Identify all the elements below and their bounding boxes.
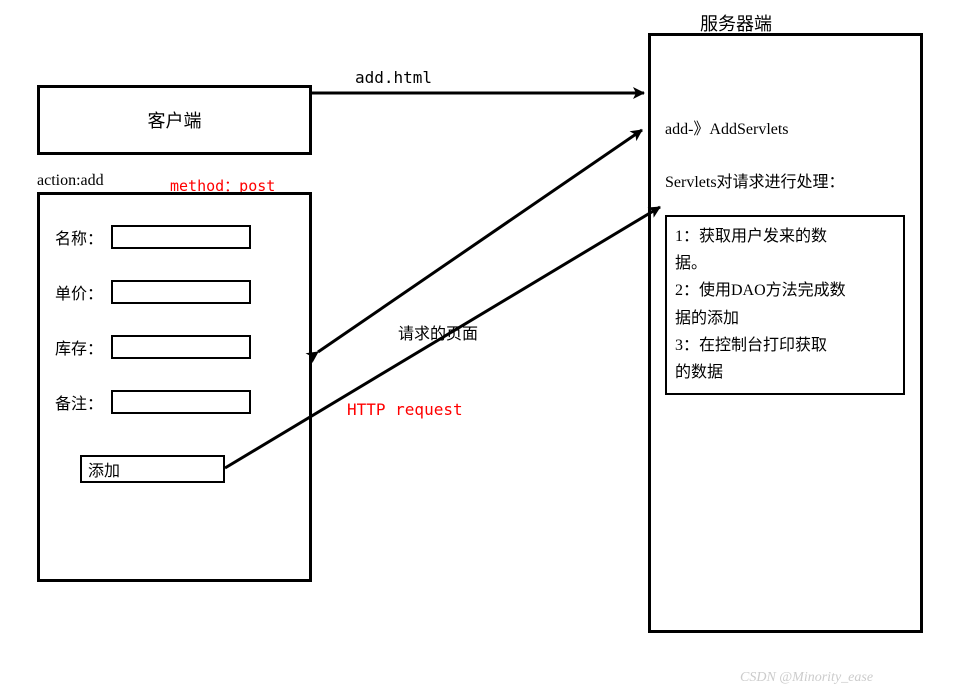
form-row-price: 单价： — [55, 280, 251, 304]
edge-request-page — [318, 130, 642, 352]
process-step-1a: 1：获取用户发来的数 — [675, 223, 895, 250]
arrow-label-http-request: HTTP request — [347, 400, 463, 419]
process-title: Servlets对请求进行处理： — [665, 172, 905, 194]
field-label-name: 名称： — [55, 225, 103, 249]
process-step-2a: 2：使用DAO方法完成数 — [675, 277, 895, 304]
action-label: action:add — [37, 172, 104, 190]
form-row-name: 名称： — [55, 225, 251, 249]
servlet-label: add-》AddServlets — [665, 115, 789, 139]
arrow-label-request-page: 请求的页面 — [398, 320, 478, 344]
form-row-note: 备注： — [55, 390, 251, 414]
form-box — [37, 192, 312, 582]
client-label: 客户端 — [148, 107, 202, 133]
arrow-label-add-html: add.html — [355, 68, 432, 87]
field-input-stock — [111, 335, 251, 359]
process-box: 1：获取用户发来的数 据。 2：使用DAO方法完成数 据的添加 3：在控制台打印… — [665, 215, 905, 395]
watermark: CSDN @Minority_ease — [740, 670, 873, 686]
process-step-3a: 3：在控制台打印获取 — [675, 332, 895, 359]
field-input-note — [111, 390, 251, 414]
add-button-label: 添加 — [88, 457, 120, 481]
process-step-2b: 据的添加 — [675, 305, 895, 332]
field-label-price: 单价： — [55, 280, 103, 304]
process-step-1b: 据。 — [675, 250, 895, 277]
field-label-note: 备注： — [55, 390, 103, 414]
field-input-price — [111, 280, 251, 304]
add-button: 添加 — [80, 455, 225, 483]
field-input-name — [111, 225, 251, 249]
form-row-stock: 库存： — [55, 335, 251, 359]
field-label-stock: 库存： — [55, 335, 103, 359]
client-box: 客户端 — [37, 85, 312, 155]
process-step-3b: 的数据 — [675, 359, 895, 386]
